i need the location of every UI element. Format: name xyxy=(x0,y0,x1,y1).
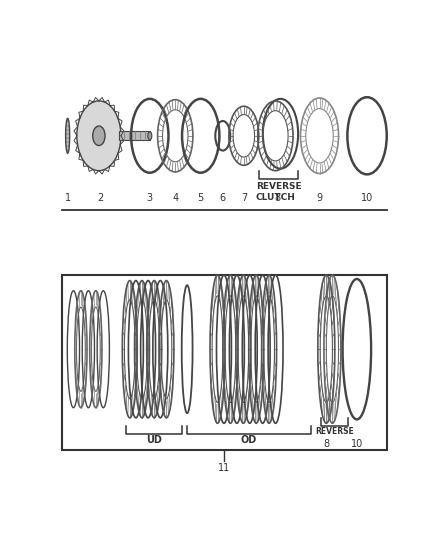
Text: 10: 10 xyxy=(361,193,373,203)
Ellipse shape xyxy=(77,101,121,171)
Text: 9: 9 xyxy=(317,193,322,203)
Text: REVERSE: REVERSE xyxy=(315,427,354,437)
FancyBboxPatch shape xyxy=(61,276,387,450)
Text: 8: 8 xyxy=(274,193,280,203)
Text: 2: 2 xyxy=(97,193,104,203)
Text: 5: 5 xyxy=(198,193,204,203)
Text: 3: 3 xyxy=(147,193,153,203)
Text: 7: 7 xyxy=(241,193,247,203)
Text: 8: 8 xyxy=(323,440,329,449)
Ellipse shape xyxy=(93,126,105,146)
Text: 11: 11 xyxy=(219,463,230,473)
Bar xyxy=(119,131,150,140)
Text: 1: 1 xyxy=(64,193,71,203)
Text: 4: 4 xyxy=(172,193,178,203)
Ellipse shape xyxy=(148,132,152,140)
Text: OD: OD xyxy=(241,435,257,445)
Text: 6: 6 xyxy=(220,193,226,203)
Ellipse shape xyxy=(66,118,70,153)
Text: REVERSE
CLUTCH: REVERSE CLUTCH xyxy=(256,182,302,201)
Text: 10: 10 xyxy=(351,440,363,449)
Text: UD: UD xyxy=(146,435,162,445)
